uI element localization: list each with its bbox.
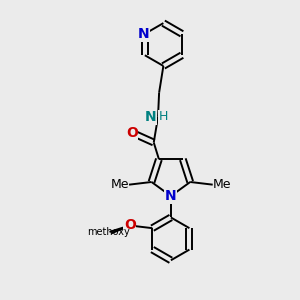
Text: Me: Me	[213, 178, 231, 191]
Text: O: O	[124, 218, 136, 233]
Text: N: N	[138, 27, 150, 41]
Text: Me: Me	[110, 178, 129, 191]
Text: N: N	[145, 110, 156, 124]
Text: O: O	[126, 126, 138, 140]
Text: methoxy: methoxy	[87, 227, 130, 237]
Text: H: H	[159, 110, 168, 123]
Text: N: N	[165, 189, 177, 203]
